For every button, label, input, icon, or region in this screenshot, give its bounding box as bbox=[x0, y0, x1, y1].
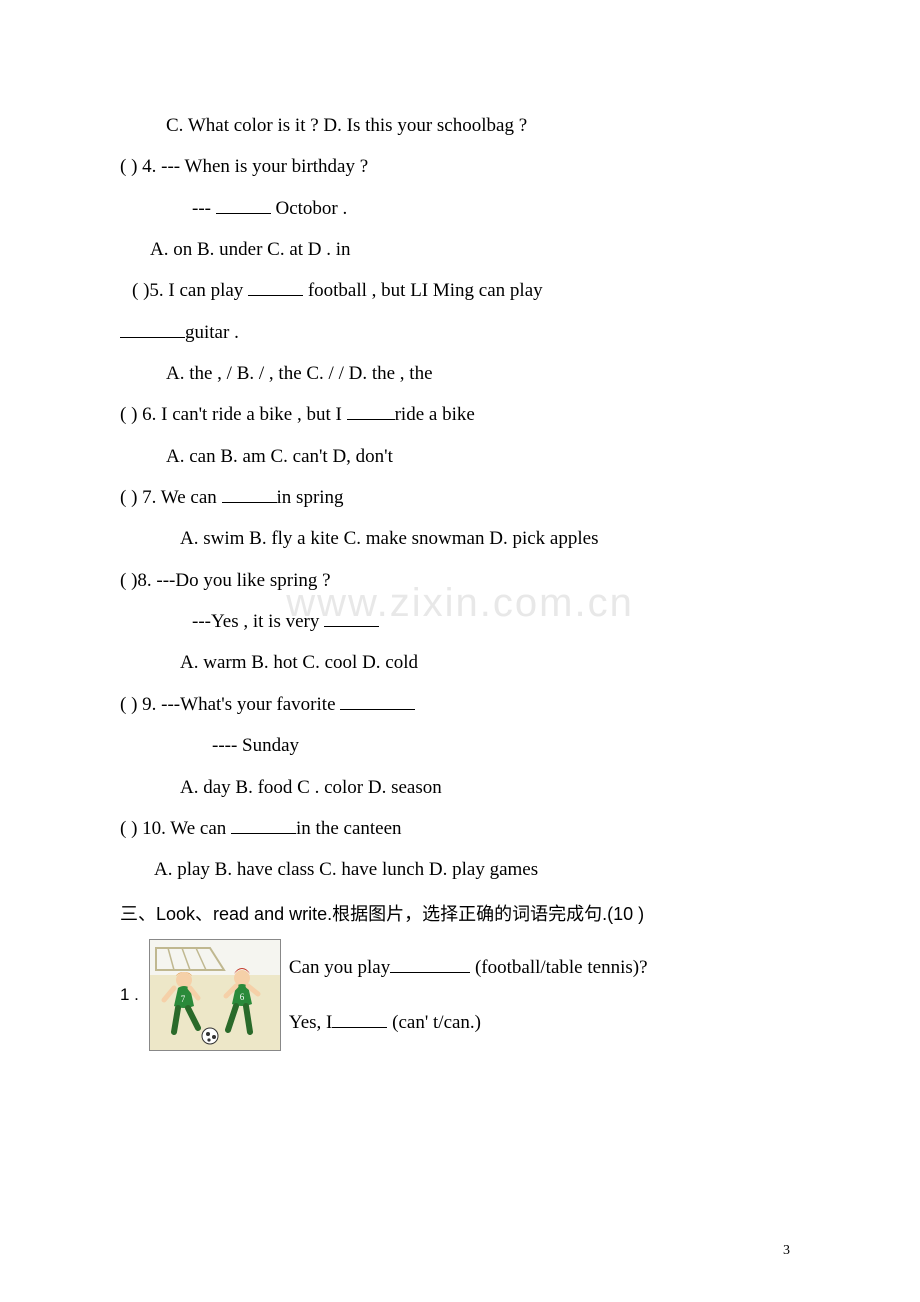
q10-stem: ( ) 10. We can in the canteen bbox=[120, 813, 800, 844]
q9-options: A. day B. food C . color D. season bbox=[120, 772, 800, 803]
q5-options: A. the , / B. / , the C. / / D. the , th… bbox=[120, 358, 800, 389]
q8-stem: ( )8. ---Do you like spring ? bbox=[120, 565, 800, 596]
q8-text-a: ---Yes , it is very bbox=[192, 611, 324, 632]
q5-text-b: football , but LI Ming can play bbox=[303, 280, 543, 301]
q3-options-cd: C. What color is it ? D. Is this your sc… bbox=[120, 110, 800, 141]
q6-text-a: ( ) 6. I can't ride a bike , but I bbox=[120, 404, 347, 425]
q9-answer: ---- Sunday bbox=[120, 730, 800, 761]
q6-text-b: ride a bike bbox=[395, 404, 475, 425]
q1-text-a: Can you play bbox=[289, 957, 390, 978]
q5-guitar: guitar . bbox=[120, 317, 800, 348]
q7-stem: ( ) 7. We can in spring bbox=[120, 482, 800, 513]
q8-blank[interactable] bbox=[324, 607, 379, 627]
q1-blank2[interactable] bbox=[332, 1008, 387, 1028]
q5-blank2[interactable] bbox=[120, 318, 185, 338]
q10-options: A. play B. have class C. have lunch D. p… bbox=[120, 854, 800, 885]
q7-options: A. swim B. fly a kite C. make snowman D.… bbox=[120, 523, 800, 554]
q9-blank[interactable] bbox=[340, 690, 415, 710]
q6-blank[interactable] bbox=[347, 400, 395, 420]
svg-text:7: 7 bbox=[181, 994, 186, 1004]
page-number: 3 bbox=[783, 1239, 790, 1262]
q1-text-c: Yes, I bbox=[289, 1012, 332, 1033]
q10-blank[interactable] bbox=[231, 814, 296, 834]
q5-blank1[interactable] bbox=[248, 276, 303, 296]
football-image: 7 6 bbox=[149, 939, 281, 1051]
section-3-q1-line2: Yes, I (can' t/can.) bbox=[289, 1007, 648, 1038]
q1-text-b: (football/table tennis)? bbox=[470, 957, 647, 978]
q5-text-a: ( )5. I can play bbox=[132, 280, 248, 301]
q9-stem: ( ) 9. ---What's your favorite bbox=[120, 689, 800, 720]
q4-blank[interactable] bbox=[216, 194, 271, 214]
section-3-q1: 1 . 7 6 bbox=[120, 939, 800, 1051]
q5-stem: ( )5. I can play football , but LI Ming … bbox=[120, 275, 800, 306]
section-3-q1-number: 1 . bbox=[120, 981, 139, 1009]
q9-text-a: ( ) 9. ---What's your favorite bbox=[120, 694, 340, 715]
q4-options: A. on B. under C. at D . in bbox=[120, 234, 800, 265]
q6-stem: ( ) 6. I can't ride a bike , but I ride … bbox=[120, 399, 800, 430]
section-3-q1-line1: Can you play (football/table tennis)? bbox=[289, 952, 648, 983]
svg-text:6: 6 bbox=[240, 992, 245, 1002]
section-3-heading: 三、Look、read and write.根据图片，选择正确的词语完成句.(1… bbox=[120, 900, 800, 930]
q6-options: A. can B. am C. can't D, don't bbox=[120, 441, 800, 472]
q7-text-a: ( ) 7. We can bbox=[120, 487, 222, 508]
q4-stem: ( ) 4. --- When is your birthday ? bbox=[120, 151, 800, 182]
q8-options: A. warm B. hot C. cool D. cold bbox=[120, 647, 800, 678]
q8-answer: ---Yes , it is very bbox=[120, 606, 800, 637]
q1-blank1[interactable] bbox=[390, 953, 470, 973]
q4-answer-line: --- Octobor . bbox=[120, 193, 800, 224]
q7-blank[interactable] bbox=[222, 483, 277, 503]
q1-text-d: (can' t/can.) bbox=[387, 1012, 481, 1033]
q10-text-a: ( ) 10. We can bbox=[120, 818, 231, 839]
q10-text-b: in the canteen bbox=[296, 818, 402, 839]
q4-october: Octobor . bbox=[271, 198, 348, 219]
q4-dash: --- bbox=[192, 198, 216, 219]
q7-text-b: in spring bbox=[277, 487, 344, 508]
q5-guitar-text: guitar . bbox=[185, 322, 239, 343]
